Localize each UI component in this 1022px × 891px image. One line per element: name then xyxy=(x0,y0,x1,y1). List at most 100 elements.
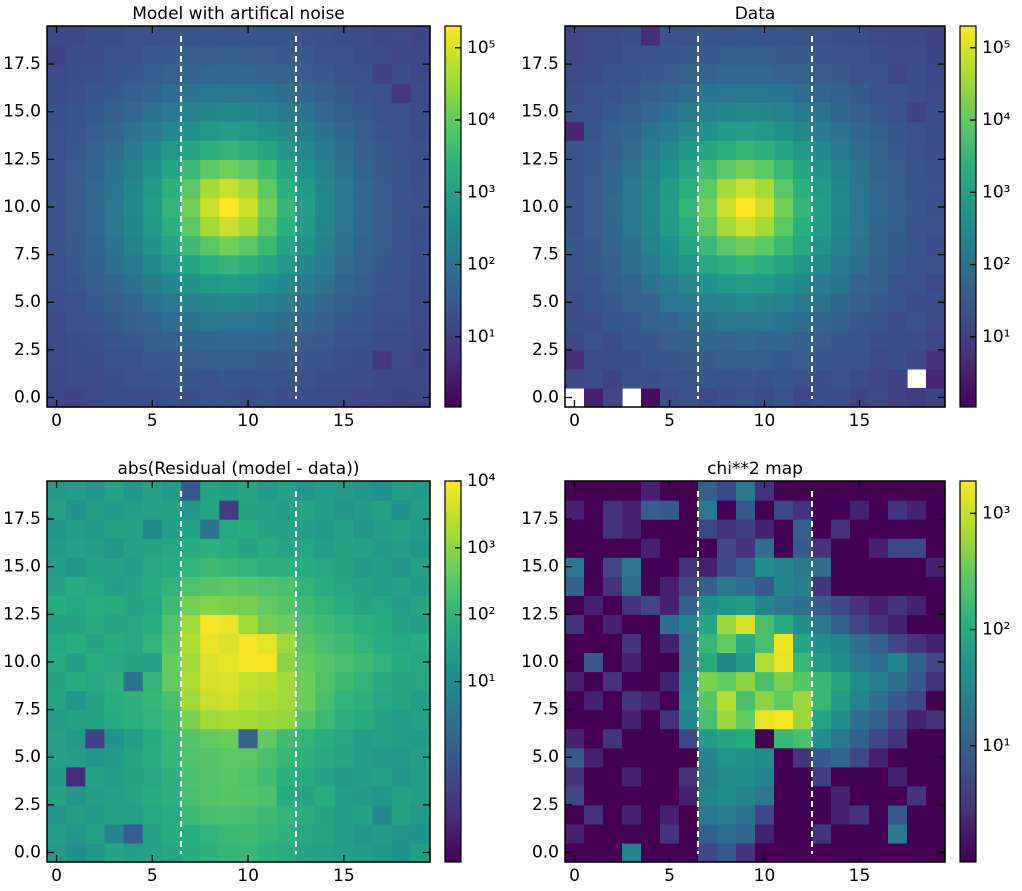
heatmap-cell xyxy=(123,26,144,46)
heatmap-cell xyxy=(660,747,680,768)
heatmap-cell xyxy=(276,387,297,408)
heatmap-cell xyxy=(410,766,431,787)
heatmap-cell xyxy=(641,747,661,768)
heatmap-cell xyxy=(372,26,393,46)
heatmap-cell xyxy=(47,728,67,749)
heatmap-cell xyxy=(104,766,125,787)
heatmap-cell xyxy=(793,633,813,654)
heatmap-cell xyxy=(584,671,604,692)
heatmap-cell xyxy=(200,159,220,179)
heatmap-cell xyxy=(257,842,278,863)
heatmap-cell xyxy=(353,387,374,408)
heatmap-cell xyxy=(736,671,756,692)
heatmap-cell xyxy=(123,235,144,256)
heatmap-cell xyxy=(66,709,86,730)
heatmap-cell xyxy=(200,121,220,141)
heatmap-cell xyxy=(793,766,813,787)
heatmap-cell xyxy=(276,633,297,654)
heatmap-cell xyxy=(85,766,106,787)
heatmap-cell xyxy=(888,823,908,844)
heatmap-cell xyxy=(276,671,297,692)
colorbar-tick-label: 10⁵ xyxy=(467,38,495,58)
heatmap-cell xyxy=(869,235,889,256)
heatmap-cell xyxy=(104,368,125,389)
heatmap-cell xyxy=(257,614,278,634)
heatmap-cell xyxy=(660,64,680,84)
heatmap-cell xyxy=(295,292,316,313)
heatmap-cell xyxy=(410,538,431,558)
heatmap-cell xyxy=(123,690,144,711)
heatmap-cell xyxy=(410,804,431,825)
heatmap-cell xyxy=(660,26,680,46)
heatmap-cell xyxy=(603,368,623,389)
heatmap-cell xyxy=(66,519,86,539)
heatmap-cell xyxy=(123,197,144,218)
heatmap-cell xyxy=(353,557,374,577)
heatmap-cell xyxy=(66,690,86,711)
heatmap-cell xyxy=(831,349,851,370)
heatmap-cell xyxy=(104,254,125,275)
heatmap-cell xyxy=(181,747,201,768)
heatmap-cell xyxy=(717,804,737,825)
heatmap-cell xyxy=(276,652,297,673)
heatmap-cell xyxy=(295,254,316,275)
heatmap-cell xyxy=(257,785,278,806)
heatmap-cell xyxy=(926,273,946,294)
heatmap-cell xyxy=(104,690,125,711)
heatmap-cell xyxy=(850,804,870,825)
heatmap-cell xyxy=(641,557,661,577)
heatmap-cell xyxy=(584,481,604,501)
heatmap-cell xyxy=(66,311,86,332)
heatmap-cell xyxy=(926,45,946,65)
heatmap-cell xyxy=(926,766,946,787)
heatmap-cell xyxy=(622,235,642,256)
heatmap-cell xyxy=(774,576,794,596)
heatmap-cell xyxy=(123,671,144,692)
heatmap-cell xyxy=(565,140,585,160)
heatmap-cell xyxy=(353,785,374,806)
heatmap-cell xyxy=(812,292,832,313)
heatmap-cell xyxy=(181,387,201,408)
heatmap-cell xyxy=(774,292,794,313)
heatmap-cell xyxy=(295,728,316,749)
heatmap-cell xyxy=(123,481,144,501)
heatmap-cell xyxy=(372,330,393,351)
heatmap-cell xyxy=(123,159,144,179)
heatmap-cell xyxy=(660,45,680,65)
heatmap-cell xyxy=(123,273,144,294)
heatmap-cell xyxy=(295,747,316,768)
heatmap-cell xyxy=(410,178,431,199)
heatmap-cell xyxy=(372,557,393,577)
heatmap-cell xyxy=(276,595,297,615)
heatmap-cell xyxy=(717,216,737,237)
heatmap-cell xyxy=(641,235,661,256)
heatmap-cell xyxy=(372,159,393,179)
heatmap-cell xyxy=(793,330,813,351)
heatmap-cell xyxy=(334,614,354,634)
y-tick-label: 15.0 xyxy=(3,557,41,577)
heatmap-cell xyxy=(391,538,412,558)
heatmap-cell xyxy=(372,481,393,501)
heatmap-cell xyxy=(565,652,585,673)
heatmap-cell xyxy=(660,178,680,199)
heatmap-cell xyxy=(410,273,431,294)
heatmap-cell xyxy=(812,368,832,389)
heatmap-cell xyxy=(660,481,680,501)
heatmap-cell xyxy=(774,709,794,730)
heatmap-cell xyxy=(717,387,737,408)
heatmap-cell xyxy=(660,633,680,654)
heatmap-cell xyxy=(565,538,585,558)
heatmap-cell xyxy=(85,292,106,313)
heatmap-cell xyxy=(774,26,794,46)
heatmap-cell xyxy=(142,766,163,787)
heatmap-cell xyxy=(660,500,680,520)
heatmap-cell xyxy=(755,64,775,84)
heatmap-cell xyxy=(238,614,259,634)
heatmap-cell xyxy=(698,273,718,294)
heatmap-cell xyxy=(47,159,67,179)
heatmap-cell xyxy=(679,330,699,351)
heatmap-cell xyxy=(888,766,908,787)
colorbar xyxy=(959,25,977,408)
heatmap-cell xyxy=(353,633,374,654)
heatmap-cell xyxy=(276,311,297,332)
